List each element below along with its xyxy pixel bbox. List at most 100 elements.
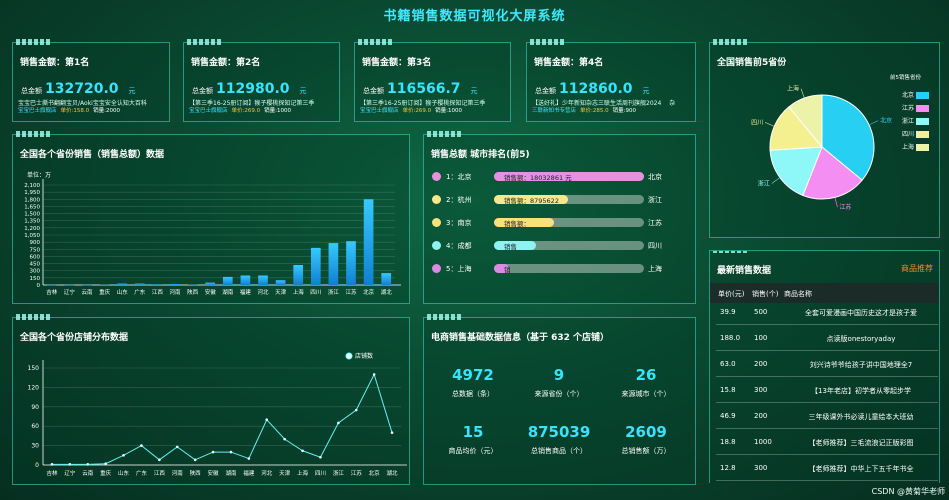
latest-sales-panel: 最新销售数据 商品推荐 单价(元) 销售(个) 商品名称 39.9 500 全套可爱… (709, 250, 940, 483)
city-rank-row[interactable]: 3：南京 销售额： 江苏 (432, 217, 702, 229)
pie-slice[interactable] (802, 146, 863, 200)
table-row[interactable]: 63.0 200 刘兴诗爷爷给孩子讲中国地理全7 (716, 353, 938, 377)
pie-slice[interactable] (769, 146, 823, 196)
table-row[interactable]: 46.9 200 三年级课外书必读儿童绘本大班幼 (716, 405, 938, 429)
city-province-label: 江苏 (648, 219, 662, 227)
data-point[interactable] (265, 418, 269, 422)
data-point[interactable] (372, 373, 376, 376)
bar[interactable] (99, 284, 110, 286)
card-price: 单价:158.0 (60, 108, 90, 114)
card-heading: 销售金额：第4名 (534, 58, 604, 68)
bar[interactable] (152, 284, 163, 285)
panel-title: 全国销售前5省份 (717, 58, 787, 68)
table-row[interactable]: 18.8 1000 【老师推荐】三毛流浪记正版彩图 (716, 431, 938, 455)
pie-slice[interactable] (788, 94, 823, 149)
data-point[interactable] (354, 408, 358, 412)
product-name-cell: 全套可爱漫画中国历史这才是孩子爱 (805, 309, 917, 317)
bar[interactable] (117, 283, 128, 285)
legend-swatch[interactable] (916, 131, 929, 138)
bar[interactable] (134, 283, 145, 285)
city-rank-row[interactable]: 2：杭州 销售额：8795622 浙江 (432, 194, 702, 206)
table-row[interactable]: 39.9 500 全套可爱漫画中国历史这才是孩子爱 (716, 301, 938, 325)
bar[interactable] (82, 284, 92, 286)
data-point[interactable] (158, 458, 161, 462)
card-unit: 元 (470, 87, 478, 95)
data-point[interactable] (193, 458, 197, 462)
bar[interactable] (205, 282, 216, 285)
data-point[interactable] (122, 454, 125, 457)
bar[interactable] (346, 241, 356, 285)
bar[interactable] (170, 284, 180, 285)
data-point[interactable] (86, 463, 90, 466)
data-point[interactable] (175, 445, 179, 449)
data-point[interactable] (211, 450, 215, 454)
panel-title: 销售总额 城市排名(前5) (431, 150, 530, 160)
legend-swatch[interactable] (916, 144, 929, 151)
legend-swatch[interactable] (916, 118, 929, 125)
x-tick-label: 上海 (293, 288, 305, 296)
stat-source-cities-label: 来源城市（个） (621, 390, 671, 398)
recommend-link[interactable]: 商品推荐 (901, 264, 933, 273)
bar[interactable] (310, 247, 321, 285)
x-tick-label: 陕西 (190, 469, 202, 477)
x-tick-label: 浙江 (328, 288, 340, 296)
bar[interactable] (328, 243, 339, 285)
rank-dot-icon (432, 195, 441, 204)
rank-dot-icon (432, 218, 441, 227)
legend-swatch[interactable] (916, 105, 929, 112)
bar[interactable] (222, 276, 233, 285)
x-tick-label: 浙江 (333, 469, 345, 477)
data-point[interactable] (50, 463, 54, 466)
bar[interactable] (258, 275, 268, 285)
y-tick-label: 150 (28, 365, 40, 372)
data-point[interactable] (229, 450, 233, 454)
panel-tab-decoration (427, 314, 461, 320)
x-tick-label: 山东 (117, 288, 129, 296)
data-point[interactable] (390, 431, 394, 434)
data-point[interactable] (319, 455, 322, 459)
table-row[interactable]: 12.8 300 【老师推荐】中华上下五千年书全 (716, 457, 938, 481)
data-point[interactable] (247, 457, 251, 460)
bar[interactable] (293, 265, 304, 285)
data-point[interactable] (337, 421, 340, 425)
city-rank-row[interactable]: 5：上海 销 上海 (432, 263, 702, 275)
data-point[interactable] (301, 449, 304, 453)
city-rank-row[interactable]: 1：北京 销售额：18032861 元 北京 (432, 171, 702, 183)
bar[interactable] (64, 284, 75, 286)
legend-label: 店铺数 (355, 352, 373, 360)
stat-card-1: 销售金额：第1名 总金额 132720.0 元 宝宝巴士撕书翻翻宝贝/Aoki宝宝安… (12, 39, 170, 122)
bar[interactable] (240, 275, 251, 285)
card-amount-label: 总金额 (363, 87, 384, 95)
stat-source-cities: 26 (635, 366, 657, 384)
x-tick-label: 山东 (118, 469, 130, 477)
x-tick-label: 辽宁 (64, 469, 76, 477)
data-point[interactable] (68, 463, 72, 466)
y-tick-label: 0 (37, 283, 41, 289)
bar[interactable] (187, 284, 198, 286)
bar[interactable] (381, 273, 392, 285)
legend-swatch[interactable] (916, 92, 929, 99)
city-rank-row[interactable]: 4：成都 销售 四川 (432, 240, 702, 252)
x-tick-label: 吉林 (46, 469, 58, 477)
table-row[interactable]: 188.0 100 点读版onestoryaday (716, 327, 938, 351)
data-point[interactable] (140, 444, 143, 447)
card-price: 单价:269.0 (402, 108, 432, 114)
panel-tab-decoration (358, 39, 392, 45)
top-provinces-panel: 全国销售前5省份 北京 江苏 浙江 四川 上海 前5销售省份 北京 江苏 浙江 四川 上海 (709, 39, 940, 238)
city-rank-label: 5：上海 (446, 265, 472, 273)
data-point[interactable] (283, 437, 286, 441)
bar[interactable] (46, 284, 57, 286)
card-amount-row: 总金额 116566.7 元 (363, 81, 478, 97)
city-province-label: 四川 (648, 242, 662, 250)
pie-slice[interactable] (769, 106, 824, 151)
panel-title: 全国各个省份店铺分布数据 (20, 333, 129, 343)
card-description: 【第三季16-25册订阅】猴子樱桃探知记第三季 (189, 100, 315, 107)
table-row[interactable]: 15.8 300 【13年老店】初学者从零起步学 (716, 379, 938, 403)
bar[interactable] (275, 280, 286, 285)
panel-tab-decoration (713, 39, 747, 45)
x-tick-label: 江西 (154, 470, 166, 477)
city-rank-label: 2：杭州 (446, 196, 472, 204)
data-point[interactable] (104, 462, 107, 466)
bar[interactable] (363, 199, 374, 285)
city-sales-bar-fill (494, 218, 554, 227)
